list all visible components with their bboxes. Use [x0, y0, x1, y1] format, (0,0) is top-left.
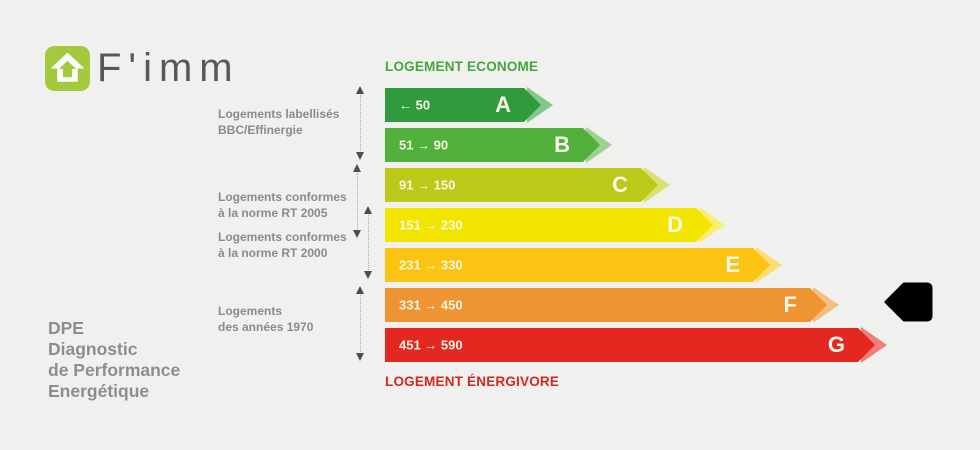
dpe-title: DPE Diagnostic de Performance Energétiqu…: [48, 318, 181, 401]
energy-bar-a: ← 50 A: [385, 87, 553, 123]
energy-bar-f: 331 → 450 F: [385, 287, 839, 323]
bar-letter: C: [612, 172, 628, 197]
energy-bar-e: 231 → 330 E: [385, 247, 782, 283]
span-line-annees-1970: [356, 286, 364, 361]
annotation-rt-2000: Logements conformes à la norme RT 2000: [218, 230, 347, 260]
energy-bar-b: 51 → 90 B: [385, 127, 612, 163]
bar-letter: G: [827, 332, 845, 357]
label-logement-econome: LOGEMENT ECONOME: [385, 59, 539, 74]
annotation-bbc-effinergie: Logements labellisés BBC/Effinergie: [218, 107, 340, 137]
label-logement-energivore: LOGEMENT ÉNERGIVORE: [385, 374, 560, 389]
bar-letter: E: [725, 252, 740, 277]
span-line-rt2005: [353, 164, 361, 238]
bar-range-label: 451 → 590: [399, 337, 463, 353]
bar-letter: A: [495, 92, 511, 117]
bar-range-label: 51 → 90: [399, 137, 449, 153]
house-icon: [45, 46, 90, 91]
bar-letter: F: [783, 292, 797, 317]
energy-bar-d: 151 → 230 D: [385, 207, 725, 243]
bar-letter: B: [554, 132, 570, 157]
logo-text: F'imm: [97, 46, 240, 90]
span-line-rt2000: [364, 206, 372, 279]
bar-range-label: 331 → 450: [399, 297, 463, 313]
bar-letter: D: [667, 212, 683, 237]
bar-range-label: 231 → 330: [399, 257, 463, 273]
energy-bar-c: 91 → 150 C: [385, 167, 670, 203]
class-pointer-cursor: [884, 282, 933, 322]
annotation-annees-1970: Logements des années 1970: [218, 304, 314, 334]
fimm-logo[interactable]: F'imm: [45, 46, 240, 91]
bar-range-label: ← 50: [399, 97, 431, 113]
annotation-rt-2005: Logements conformes à la norme RT 2005: [218, 190, 347, 220]
bar-range-label: 91 → 150: [399, 177, 456, 193]
span-line-bbc: [356, 86, 364, 160]
energy-bar-g: 451 → 590 G: [385, 327, 887, 363]
bar-range-label: 151 → 230: [399, 217, 463, 233]
